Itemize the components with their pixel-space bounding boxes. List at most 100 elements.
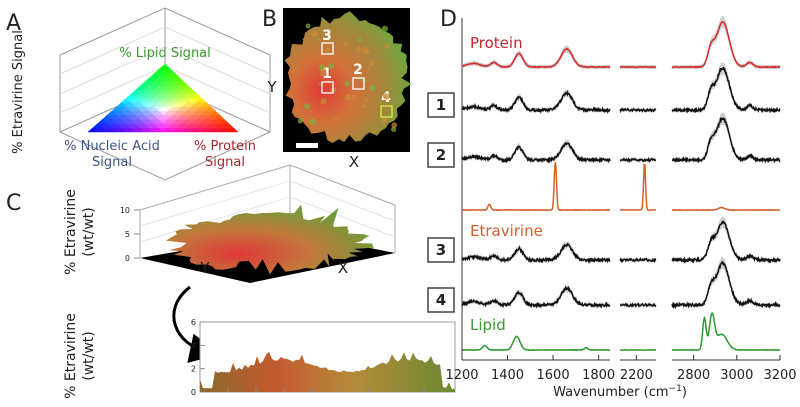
axis-label: Y [266, 78, 277, 96]
spectrum [671, 311, 781, 352]
y-tick-label: 0 [191, 388, 196, 397]
axis-label: % Etravirine [63, 313, 79, 399]
spectrum [671, 220, 781, 264]
x-tick-label: 3000 [720, 368, 753, 383]
speckle [344, 93, 352, 101]
speckle [300, 118, 304, 121]
vertex-label: Signal [92, 155, 132, 170]
x-axis-label-sup: −1 [669, 384, 682, 394]
speckle [309, 118, 317, 126]
ternary-cell [196, 97, 207, 103]
ternary-cell [223, 123, 235, 128]
ternary-cell [186, 89, 198, 94]
ternary-cell [168, 72, 180, 77]
speckle [362, 46, 369, 54]
spectrum [461, 285, 611, 309]
axis-label: % Etravirine Signal [11, 30, 26, 154]
speckle [344, 80, 351, 87]
region-label: 3 [436, 241, 446, 259]
vertex-label: % Lipid Signal [119, 46, 211, 61]
speckle [384, 43, 390, 49]
std-band [672, 256, 780, 309]
trace-label: Lipid [470, 316, 506, 334]
axis-label: (wt/wt) [81, 331, 97, 381]
ternary-cell [177, 80, 189, 86]
speckle [324, 47, 331, 53]
ternary-cell [173, 76, 184, 82]
arrow [172, 285, 220, 363]
trace-label: Etravirine [470, 222, 543, 240]
speckle [305, 23, 311, 29]
speckle [320, 98, 327, 105]
spectrum [461, 242, 611, 264]
vertex-label: % Nucleic Acid [64, 139, 160, 154]
speckle [343, 42, 348, 47]
region-label: 2 [436, 146, 446, 164]
axis-label: (wt/wt) [81, 207, 97, 257]
side-surface [200, 351, 455, 392]
panel-label: A [6, 11, 21, 36]
speckle [364, 97, 369, 103]
std-band [672, 216, 780, 264]
spectrum [671, 260, 781, 310]
speckle [309, 109, 312, 113]
cell-image [284, 11, 412, 143]
spectrum [461, 142, 611, 164]
axis-label: % Etravirine [63, 189, 79, 275]
region-label: 4 [436, 291, 446, 309]
vertex-label: % Protein [194, 139, 256, 154]
speckle [352, 94, 356, 99]
std-band [462, 45, 610, 70]
ternary-cell [164, 67, 175, 73]
speckle [391, 122, 398, 129]
std-band [672, 15, 780, 70]
speckle [302, 38, 305, 41]
x-axis-label: Wavenumber (cm−1) [553, 384, 687, 400]
ternary-cell [227, 127, 239, 133]
spectrum [461, 47, 611, 69]
trace-label: Protein [470, 34, 523, 52]
speckle [316, 37, 320, 41]
speckle [304, 103, 311, 110]
speckle [309, 120, 312, 123]
surface [165, 204, 374, 275]
ternary-cell [200, 101, 212, 107]
ternary-cell [205, 106, 216, 111]
speckle [311, 29, 319, 37]
z-tick-label: 0 [125, 254, 130, 263]
spectrum [461, 335, 611, 352]
panel-label: D [440, 7, 457, 32]
z-tick-label: 5 [125, 230, 130, 239]
ternary-cell [182, 84, 194, 90]
std-band [462, 284, 610, 309]
speckle [367, 67, 371, 71]
speckle [381, 25, 389, 33]
x-tick-label: 1200 [445, 368, 478, 383]
x-axis-label-text: Wavenumber (cm [553, 385, 668, 400]
panel-label: B [262, 7, 277, 32]
speckle [357, 38, 363, 43]
region-label: 1 [436, 96, 446, 114]
speckle [355, 46, 362, 53]
ternary-cell [214, 114, 225, 120]
z-tick-label: 10 [120, 206, 130, 215]
spectrum [671, 67, 781, 114]
speckle [381, 117, 387, 124]
x-axis-label-suffix: ) [682, 385, 687, 400]
x-tick-label: 1600 [537, 368, 570, 383]
spectrum [619, 163, 657, 211]
region-label: 2 [353, 62, 363, 78]
axis-label: X [349, 153, 359, 171]
region-label: 3 [322, 28, 332, 44]
speckle [369, 85, 376, 91]
ternary-cell [159, 63, 171, 69]
spectrum [620, 302, 657, 308]
ternary-cell [209, 110, 221, 116]
region-boxes [321, 42, 393, 118]
ternary-cell [191, 93, 203, 99]
speckle [319, 64, 326, 71]
ternary-triangle [87, 63, 239, 133]
y-tick-label: 6 [191, 318, 196, 327]
spectrum [671, 206, 781, 212]
